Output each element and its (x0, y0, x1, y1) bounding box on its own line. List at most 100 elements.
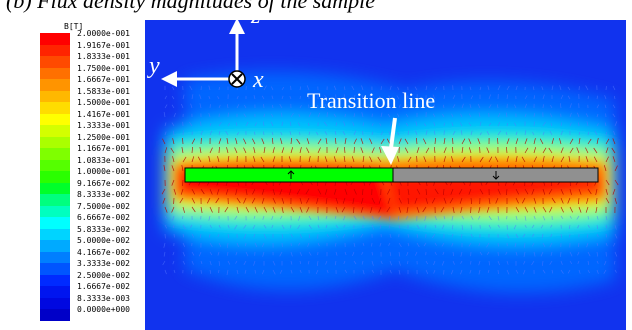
field-vector (297, 122, 301, 127)
field-vector (567, 86, 571, 91)
field-vector (389, 233, 392, 238)
field-vector (163, 165, 166, 172)
field-vector (317, 147, 321, 154)
legend-swatch (40, 67, 70, 79)
field-vector (296, 138, 301, 145)
field-vector (604, 104, 607, 109)
field-vector (433, 104, 436, 109)
field-vector (335, 105, 338, 109)
field-vector (442, 104, 445, 109)
legend-title: B[T] (64, 22, 84, 31)
field-vector (479, 188, 484, 195)
field-vector (515, 131, 518, 136)
field-vector (560, 147, 564, 154)
field-vector (389, 260, 392, 266)
y-arrow-icon (161, 71, 177, 87)
field-vector (478, 269, 481, 275)
field-vector (316, 131, 319, 136)
field-vector (434, 188, 439, 195)
field-vector (262, 251, 265, 257)
field-vector (251, 197, 256, 204)
field-vector (164, 104, 168, 109)
field-vector (533, 251, 536, 257)
field-vector (263, 233, 267, 239)
field-vector (614, 121, 618, 127)
field-vector (515, 156, 518, 163)
field-vector (405, 123, 409, 127)
axis-triad (161, 20, 246, 88)
field-vector (416, 137, 418, 145)
field-vector (470, 130, 473, 136)
field-vector (280, 215, 283, 220)
field-vector (450, 188, 454, 195)
field-vector (380, 103, 384, 109)
field-vector (179, 197, 184, 204)
field-vector (182, 137, 184, 145)
field-vector (425, 260, 429, 265)
field-vector (407, 260, 409, 265)
field-vector (605, 147, 609, 154)
field-vector (605, 215, 608, 221)
field-vector (515, 138, 519, 145)
field-vector (443, 188, 445, 196)
legend-label: 1.5833e-001 (77, 86, 130, 96)
field-vector (578, 206, 582, 213)
field-vector (235, 138, 238, 145)
field-vector (434, 215, 437, 221)
field-vector (515, 85, 518, 91)
field-vector (425, 147, 430, 154)
field-vector (577, 112, 580, 118)
field-vector (614, 224, 617, 230)
field-vector (407, 130, 410, 136)
field-vector (317, 112, 321, 118)
field-vector (351, 156, 355, 163)
legend-swatch (40, 297, 70, 309)
field-vector (577, 224, 580, 229)
field-vector (425, 188, 427, 196)
field-vector (540, 224, 544, 229)
field-vector (506, 94, 509, 100)
field-vector (559, 138, 562, 145)
field-vector (567, 269, 571, 274)
field-vector (406, 251, 409, 256)
field-vector (208, 156, 211, 163)
field-vector (290, 233, 294, 238)
field-vector (587, 188, 592, 195)
field-vector (245, 251, 249, 257)
field-vector (443, 215, 446, 220)
field-vector (325, 260, 328, 265)
legend-label: 1.2500e-001 (77, 132, 130, 142)
field-vector (407, 197, 410, 204)
field-vector (560, 197, 564, 204)
field-vector (514, 122, 517, 127)
field-vector (506, 138, 510, 145)
field-vector (227, 156, 230, 163)
field-vector (342, 233, 346, 239)
field-vector (317, 242, 320, 247)
field-vector (280, 131, 283, 136)
field-vector (360, 138, 364, 145)
field-vector (425, 197, 428, 204)
field-vector (506, 85, 510, 91)
field-vector (317, 224, 320, 229)
field-vector (505, 251, 508, 255)
field-vector (253, 215, 256, 219)
field-vector (235, 251, 238, 256)
field-vector (360, 147, 364, 154)
field-vector (387, 113, 391, 118)
field-vector (353, 104, 355, 109)
field-vector (281, 233, 284, 239)
field-vector (191, 94, 194, 100)
field-vector (173, 188, 177, 195)
field-vector (521, 156, 526, 163)
field-vector (586, 197, 589, 204)
field-vector (550, 122, 553, 127)
transition-line-label: Transition line (307, 88, 436, 113)
field-vector (235, 122, 238, 127)
field-vector (344, 251, 347, 256)
field-vector (576, 215, 580, 220)
field-vector (433, 260, 436, 266)
field-vector (386, 138, 391, 145)
field-vector (281, 86, 285, 91)
field-vector (216, 188, 220, 195)
